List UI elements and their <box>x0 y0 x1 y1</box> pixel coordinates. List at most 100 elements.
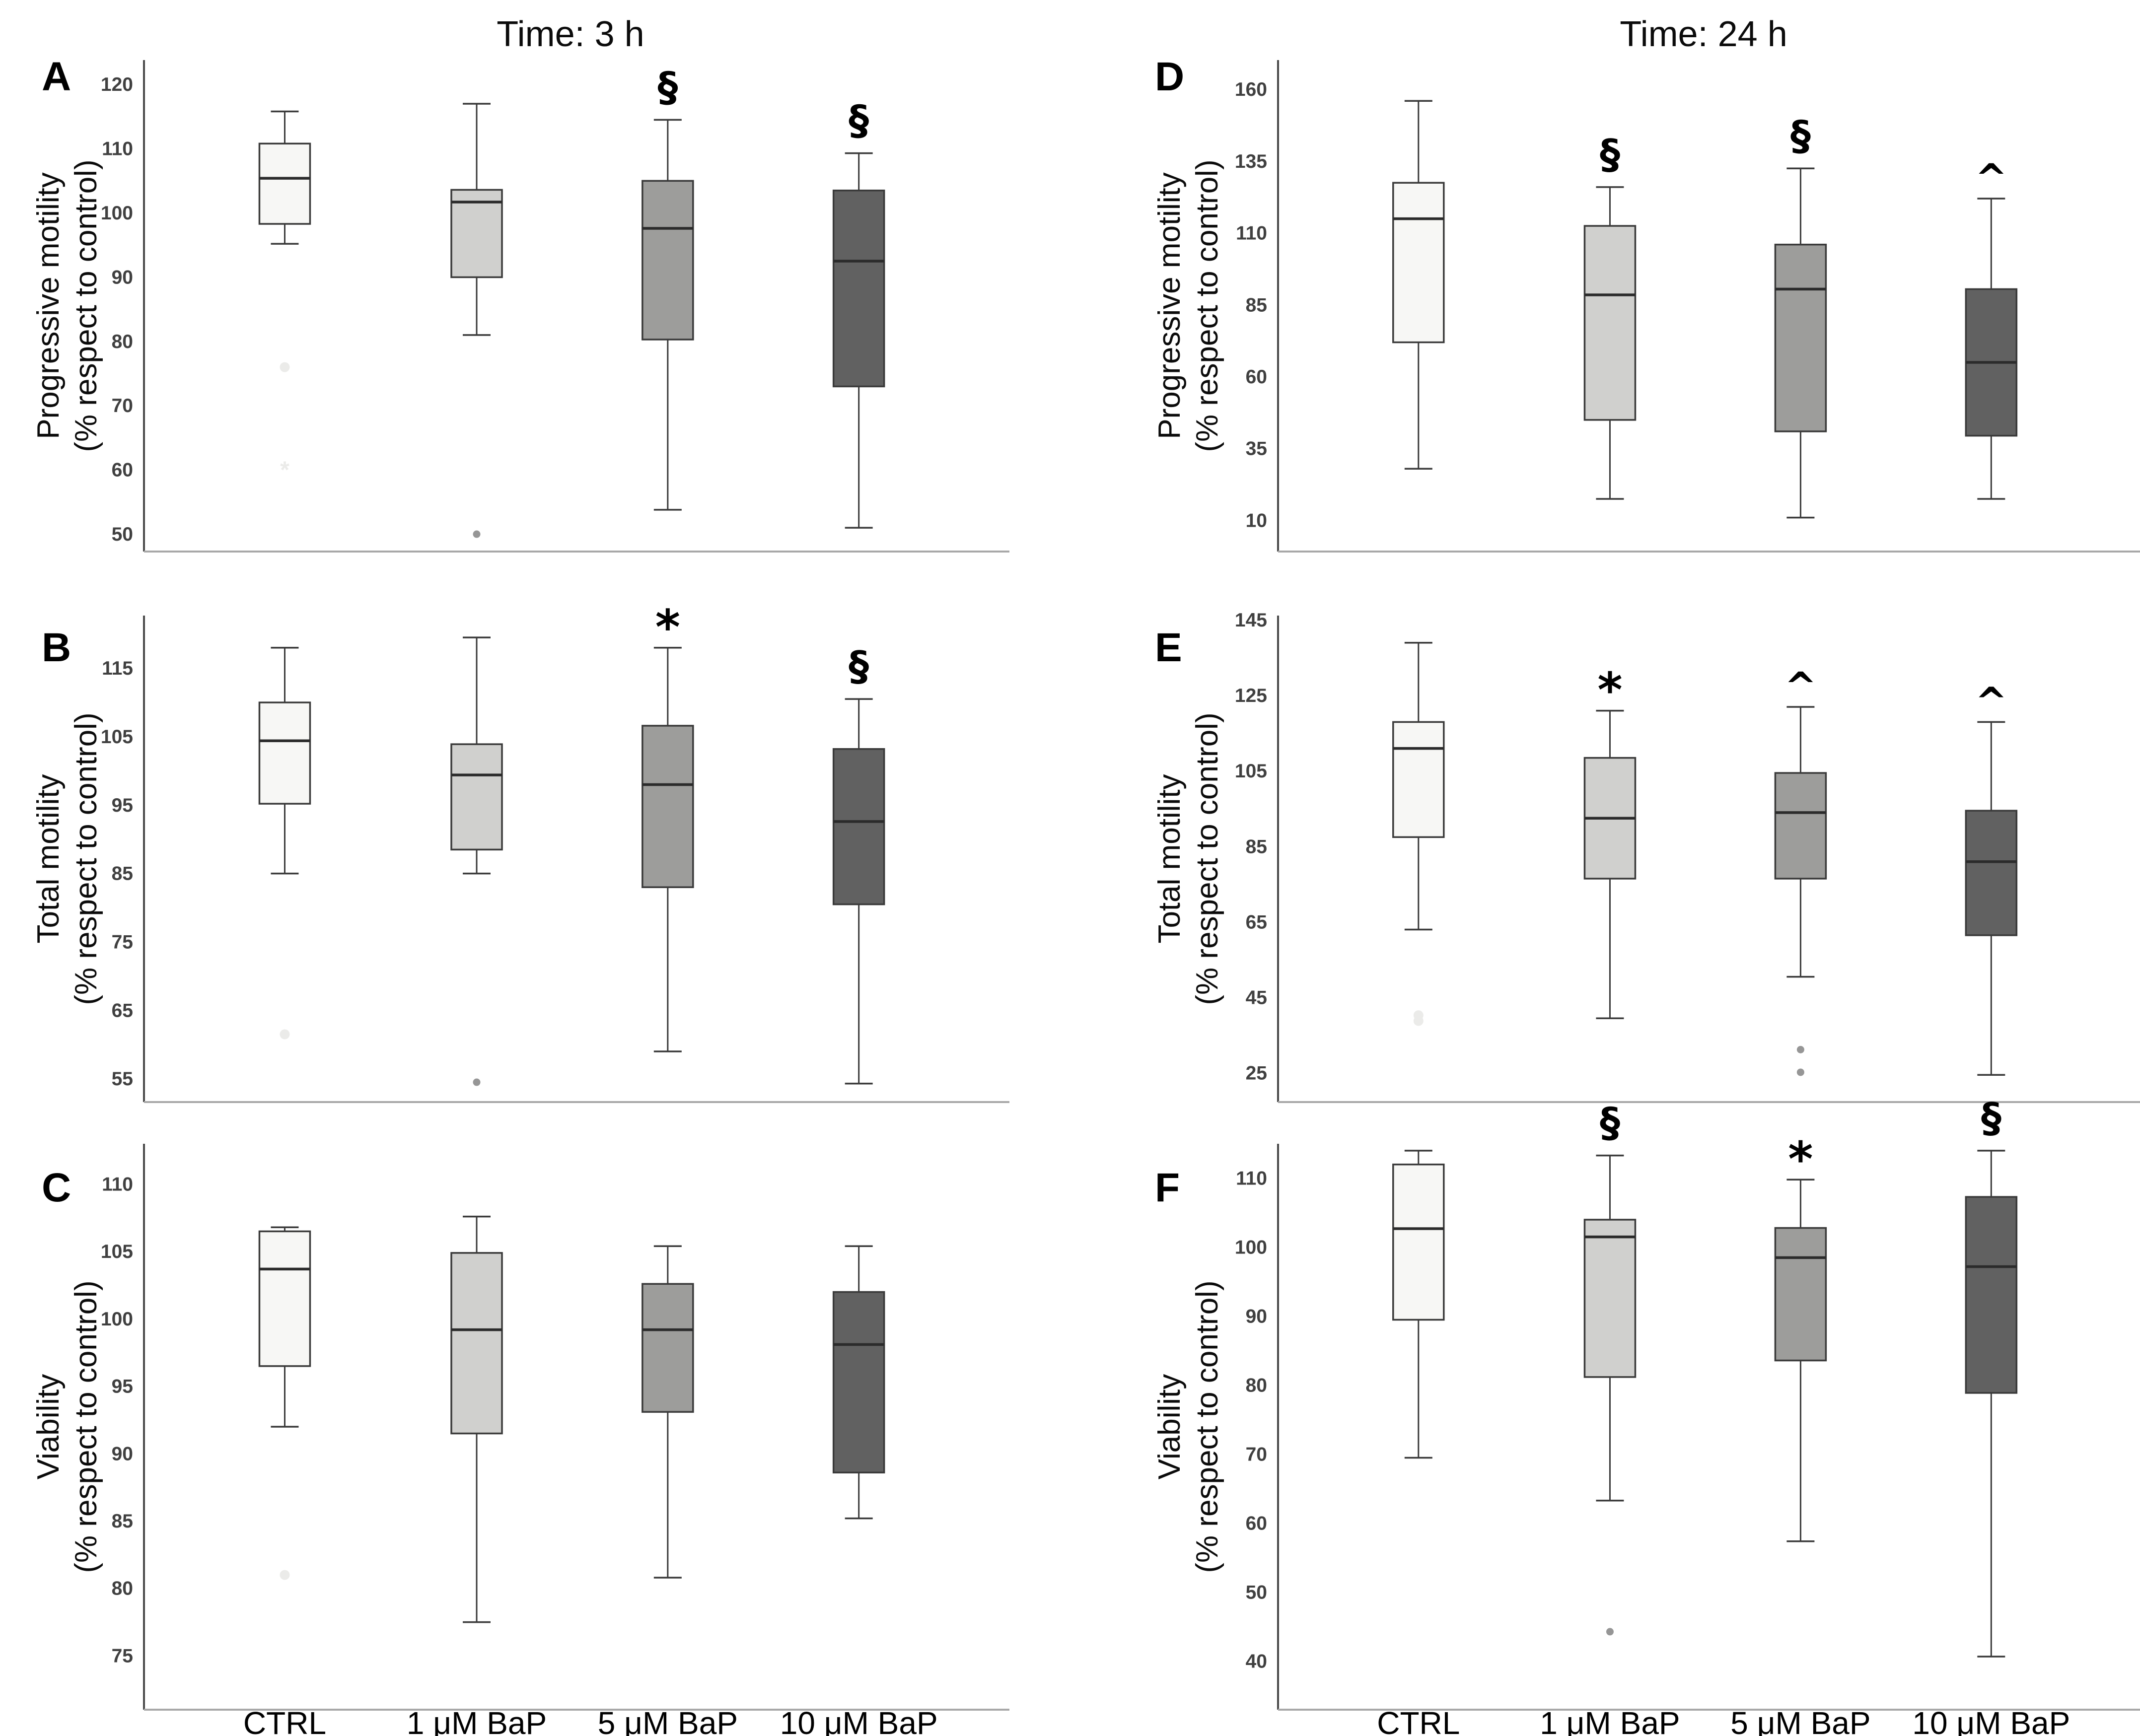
iqr-box <box>1774 772 1827 880</box>
panel-D-plot: 160 135 110 85 60 35 10 § § ^ <box>1235 60 2140 553</box>
iqr-box <box>258 701 311 805</box>
outlier-marker <box>280 1029 290 1040</box>
outlier-marker-star: * <box>280 457 289 484</box>
panel-F-plot: 110 100 90 80 70 60 50 40 § * § <box>1235 1095 2140 1711</box>
boxplot-5 μM BaP: § <box>1774 112 1827 519</box>
boxplot-1 μM BaP: * <box>1583 663 1637 1019</box>
outlier-marker <box>473 1078 481 1086</box>
outlier-marker <box>1796 1068 1804 1076</box>
y-axis-title-line2: (% respect to control) <box>1190 712 1224 1005</box>
y-tick-label: 80 <box>112 1578 133 1599</box>
y-axis-title-line2: (% respect to control) <box>69 1280 103 1573</box>
outlier-marker <box>1606 1628 1614 1636</box>
y-tick-label: 160 <box>1235 79 1267 100</box>
y-tick-label: 115 <box>102 658 133 679</box>
iqr-box <box>1774 1227 1827 1362</box>
y-tick-label: 45 <box>1246 987 1267 1008</box>
boxplot-10 μM BaP: § <box>1965 1095 2018 1658</box>
y-tick-label: 135 <box>1235 151 1267 172</box>
significance-symbol: § <box>849 643 869 690</box>
significance-symbol: * <box>1788 1131 1813 1187</box>
significance-symbol: ^ <box>1975 680 2007 724</box>
significance-symbol: § <box>849 97 869 144</box>
y-tick-label: 110 <box>102 139 133 160</box>
y-tick-label: 110 <box>102 1174 133 1195</box>
x-category-label-3h-3: 5 μM BaP <box>597 1705 738 1736</box>
y-axis-title-F: Viability (% respect to control) <box>1151 1144 1230 1710</box>
boxplot-1 μM BaP: § <box>1583 1100 1637 1502</box>
panel-letter-A: A <box>42 54 71 99</box>
boxplot-5 μM BaP: * <box>1774 1131 1827 1542</box>
panel-letter-C: C <box>42 1165 71 1210</box>
boxplot-1 μM BaP <box>450 1215 503 1623</box>
boxplot-10 μM BaP: § <box>832 643 885 1085</box>
iqr-box <box>450 743 503 851</box>
y-axis-title-B: Total motility (% respect to control) <box>30 616 109 1102</box>
y-axis-title-E: Total motility (% respect to control) <box>1151 616 1230 1102</box>
outlier-marker <box>280 1570 290 1580</box>
significance-symbol: * <box>655 600 680 655</box>
boxplot-CTRL <box>1392 1150 1445 1459</box>
y-tick-label: 90 <box>112 267 133 288</box>
y-axis-title-line1: Viability <box>1152 1374 1187 1480</box>
y-tick-label: 85 <box>1246 836 1267 857</box>
y-axis-title-C: Viability (% respect to control) <box>30 1144 109 1710</box>
iqr-box <box>1392 721 1445 838</box>
iqr-box <box>1965 810 2018 936</box>
iqr-box <box>450 189 503 278</box>
boxplot-10 μM BaP: ^ <box>1965 680 2018 1076</box>
y-axis-title-line1: Progressive motility <box>31 172 66 439</box>
y-tick-label: 85 <box>112 863 133 885</box>
y-tick-label: 25 <box>1246 1062 1267 1084</box>
y-tick-label: 60 <box>1246 366 1267 388</box>
y-tick-label: 145 <box>1235 610 1267 631</box>
y-tick-label: 90 <box>1246 1306 1267 1327</box>
panel-A-plot: 120 110 100 90 80 70 60 50 § § * <box>101 60 1009 553</box>
y-axis-title-line1: Progressive motility <box>1152 172 1187 439</box>
column-title-3h: Time: 3 h <box>497 14 644 54</box>
boxplot-10 μM BaP: § <box>832 97 885 529</box>
y-tick-label: 50 <box>1246 1582 1267 1603</box>
y-axis-title-line2: (% respect to control) <box>69 159 103 452</box>
y-axis-title-line2: (% respect to control) <box>69 712 103 1005</box>
y-tick-label: 60 <box>112 460 133 481</box>
panel-letter-E: E <box>1155 625 1182 670</box>
boxplot-CTRL <box>1392 641 1445 931</box>
iqr-box <box>832 1291 885 1474</box>
iqr-box <box>642 725 694 888</box>
panel-C-plot: 110 105 100 95 90 85 80 75 <box>101 1144 1009 1711</box>
significance-symbol: § <box>1600 1100 1620 1147</box>
iqr-box <box>258 142 311 225</box>
significance-symbol: § <box>1981 1095 2001 1142</box>
y-axis-title-line1: Viability <box>31 1374 66 1480</box>
y-axis-title-line1: Total motility <box>31 774 66 944</box>
y-tick-label: 70 <box>112 395 133 417</box>
y-tick-label: 85 <box>1246 294 1267 316</box>
iqr-box <box>1583 1219 1637 1378</box>
iqr-box <box>258 1230 311 1367</box>
y-tick-label: 105 <box>1235 761 1267 782</box>
y-tick-label: 100 <box>1235 1237 1267 1258</box>
y-tick-label: 100 <box>101 203 133 224</box>
x-category-label-3h-2: 1 μM BaP <box>406 1705 547 1736</box>
y-tick-label: 80 <box>112 331 133 352</box>
y-tick-label: 120 <box>101 74 133 95</box>
panel-B-plot: 115 105 95 85 75 65 55 * § <box>101 600 1009 1103</box>
boxplot-CTRL <box>258 110 311 245</box>
outlier-marker <box>1413 1016 1424 1026</box>
iqr-box <box>642 180 694 341</box>
x-category-label-24h-3: 5 μM BaP <box>1730 1705 1871 1736</box>
boxplot-10 μM BaP <box>832 1245 885 1520</box>
outlier-marker <box>473 530 481 538</box>
y-tick-label: 35 <box>1246 438 1267 460</box>
iqr-box <box>1583 225 1637 421</box>
panel-letter-F: F <box>1155 1165 1180 1210</box>
y-tick-label: 75 <box>112 1645 133 1667</box>
x-category-label-3h-1: CTRL <box>243 1705 327 1736</box>
iqr-box <box>832 748 885 905</box>
y-axis-title-A: Progressive motility (% respect to contro… <box>30 60 109 552</box>
boxplot-10 μM BaP: ^ <box>1965 156 2018 500</box>
y-tick-label: 85 <box>112 1511 133 1532</box>
y-tick-label: 10 <box>1246 510 1267 531</box>
